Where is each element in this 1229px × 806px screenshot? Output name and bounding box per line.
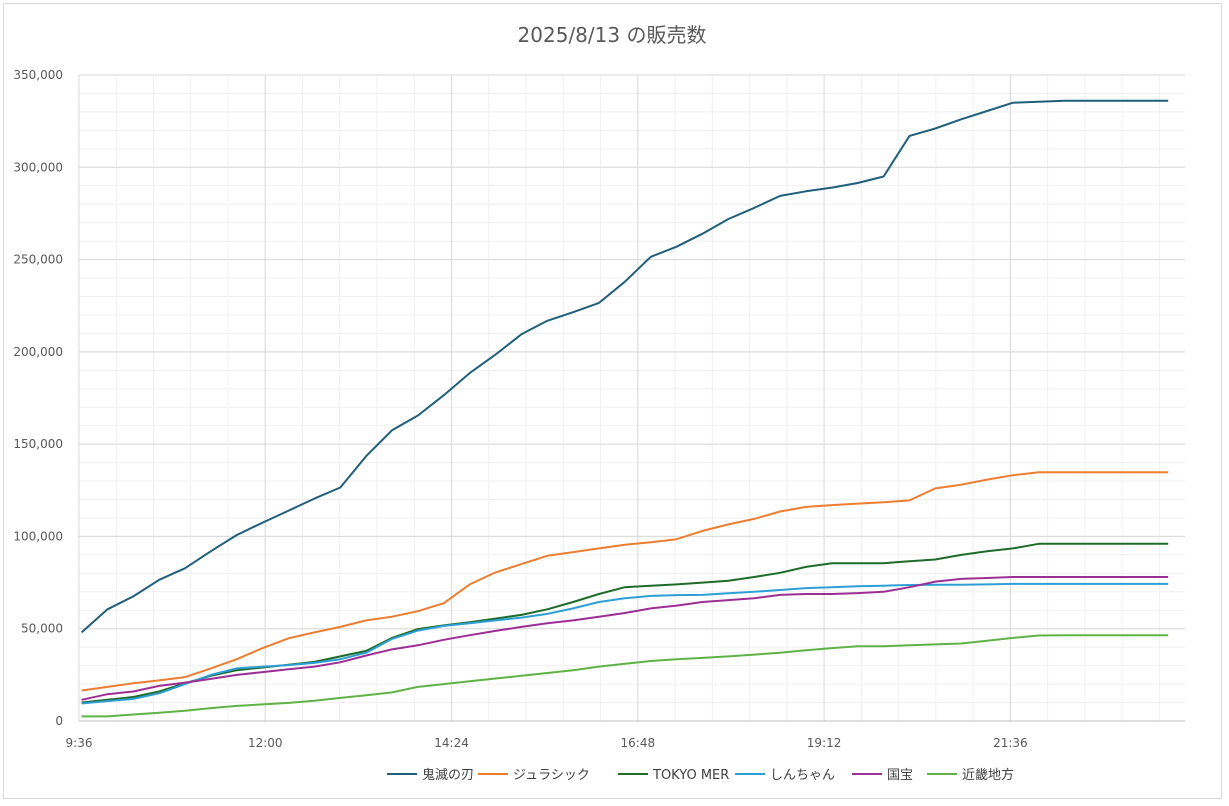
major-gridlines	[78, 74, 1185, 722]
x-axis-tick-labels: 9:36 12:00 14:24 16:48 19:12 21:36	[66, 736, 1028, 750]
y-tick-label: 300,000	[13, 160, 63, 174]
x-tick-label: 12:00	[248, 736, 283, 750]
series-line-6	[81, 634, 1169, 718]
series-line-3	[81, 542, 1169, 704]
y-tick-label: 100,000	[13, 529, 63, 543]
series-line-4	[81, 582, 1169, 705]
legend-label: TOKYO MER	[652, 768, 729, 783]
legend-label: しんちゃん	[770, 768, 835, 783]
series-lines	[80, 99, 1169, 718]
legend-label: 鬼滅の刃	[422, 767, 474, 783]
series-line-1	[80, 99, 1169, 634]
y-axis-tick-labels: 0 50,000 100,000 150,000 200,000 250,000 300,0…	[13, 68, 63, 728]
x-tick-label: 9:36	[66, 736, 93, 750]
legend-label: 国宝	[887, 768, 913, 783]
series-line-2	[81, 471, 1169, 692]
y-tick-label: 0	[55, 714, 63, 728]
y-tick-label: 200,000	[13, 345, 63, 359]
series-line-5	[81, 576, 1169, 701]
y-tick-label: 250,000	[13, 253, 63, 267]
legend: 鬼滅の刃 ジュラシック TOKYO MER しんちゃん 国宝 近畿地方	[387, 767, 1014, 783]
x-tick-label: 21:36	[993, 736, 1028, 750]
legend-label: ジュラシック	[513, 768, 590, 783]
x-tick-label: 19:12	[807, 736, 842, 750]
x-tick-label: 14:24	[434, 736, 469, 750]
y-tick-label: 50,000	[21, 622, 63, 636]
legend-label: 近畿地方	[962, 767, 1014, 783]
chart-frame	[3, 3, 1222, 799]
chart-title: 2025/8/13 の販売数	[518, 23, 707, 47]
minor-gridlines	[78, 74, 1185, 722]
x-tick-label: 16:48	[621, 736, 656, 750]
y-tick-label: 150,000	[13, 437, 63, 451]
axes	[78, 75, 1185, 722]
y-tick-label: 350,000	[13, 68, 63, 82]
